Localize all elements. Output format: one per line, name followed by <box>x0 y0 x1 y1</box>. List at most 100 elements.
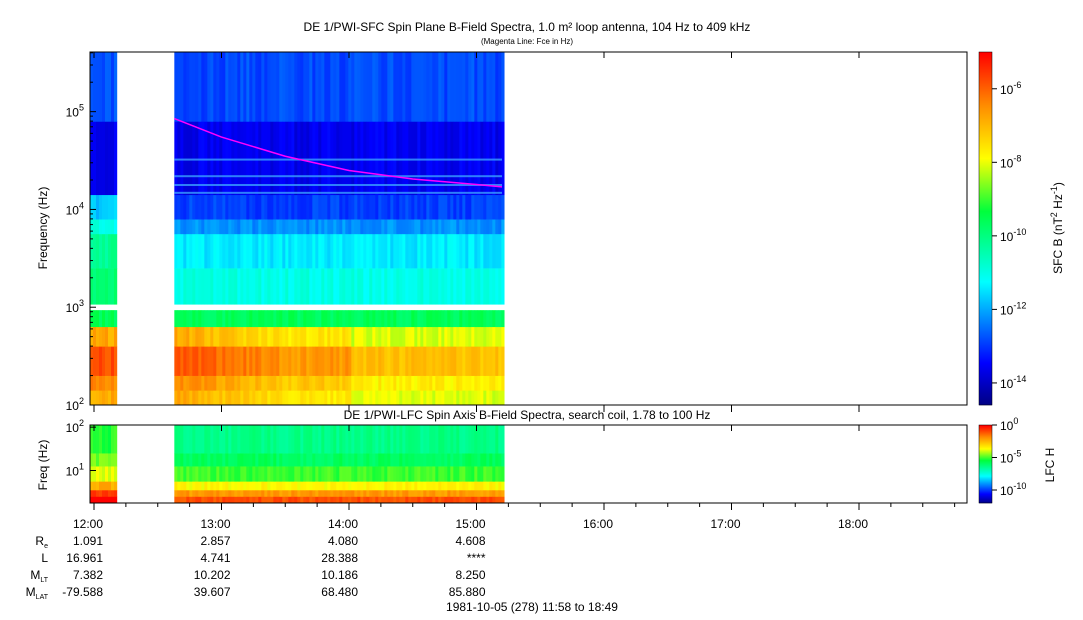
spectrogram-cell <box>489 268 493 305</box>
spectrogram-cell <box>336 375 340 391</box>
lower-colorbar-tick-label: 10-10 <box>1000 481 1026 498</box>
spectrogram-cell <box>462 310 466 328</box>
spectrogram-cell <box>372 268 376 305</box>
spectrogram-cell <box>414 466 418 482</box>
upper-colorbar-gradient <box>979 70 992 72</box>
upper-colorbar-gradient <box>979 321 992 323</box>
spectrogram-cell <box>450 121 454 196</box>
lower-colorbar-gradient <box>979 454 992 456</box>
spectrogram-cell <box>192 346 196 376</box>
spectrogram-cell <box>468 375 472 391</box>
spectrogram-cell <box>321 310 325 328</box>
spectrogram-cell <box>405 425 409 454</box>
spectrogram-cell <box>411 219 415 235</box>
spectrogram-cell <box>330 233 334 269</box>
upper-colorbar-gradient <box>979 226 992 228</box>
spectrogram-cell <box>429 52 433 122</box>
spectrogram-cell <box>204 310 208 328</box>
spectrogram-cell <box>114 375 118 391</box>
upper-colorbar-gradient <box>979 228 992 230</box>
spectrogram-cell <box>345 268 349 305</box>
spectrogram-cell <box>468 326 472 347</box>
spectrogram-cell <box>96 219 100 235</box>
spectrogram-cell <box>321 194 325 220</box>
upper-colorbar-gradient <box>979 292 992 294</box>
upper-colorbar-gradient <box>979 107 992 109</box>
upper-colorbar-gradient <box>979 323 992 325</box>
spectrogram-cell <box>408 346 412 376</box>
spectrogram-cell <box>246 233 250 269</box>
spectrogram-cell <box>375 52 379 122</box>
spectrogram-cell <box>390 310 394 328</box>
spectrogram-cell <box>438 310 442 328</box>
spectrogram-cell <box>213 390 217 406</box>
spectrogram-cell <box>453 219 457 235</box>
spectrogram-cell <box>360 310 364 328</box>
x-tick-label: 12:00 <box>73 517 103 531</box>
spectrogram-cell <box>423 121 427 196</box>
footer-date-range: 1981-10-05 (278) 11:58 to 18:49 <box>446 600 618 614</box>
spectrogram-cell <box>474 268 478 305</box>
spectrogram-cell <box>213 121 217 196</box>
spectrogram-cell <box>309 481 313 491</box>
spectrogram-cell <box>399 121 403 196</box>
spectrogram-cell <box>213 310 217 328</box>
spectrogram-cell <box>438 453 442 467</box>
spectrogram-cell <box>366 121 370 196</box>
spectrogram-cell <box>108 326 112 347</box>
spectrogram-cell <box>468 481 472 491</box>
spectrogram-cell <box>384 425 388 454</box>
spectrogram-cell <box>456 52 460 122</box>
spectrogram-cell <box>378 375 382 391</box>
spectrogram-cell <box>456 194 460 220</box>
spectrogram-cell <box>435 326 439 347</box>
spectrogram-cell <box>336 496 340 504</box>
upper-colorbar-gradient <box>979 150 992 152</box>
spectrogram-cell <box>201 194 205 220</box>
spectrogram-cell <box>216 121 220 196</box>
spectrogram-cell <box>354 390 358 406</box>
spectrogram-cell <box>174 453 178 467</box>
spectrogram-cell <box>240 466 244 482</box>
upper-colorbar-gradient <box>979 158 992 160</box>
lower-colorbar-gradient <box>979 436 992 438</box>
spectrogram-cell <box>423 490 427 497</box>
spectrogram-cell <box>501 375 505 391</box>
upper-colorbar-gradient <box>979 100 992 102</box>
spectrogram-cell <box>261 466 265 482</box>
spectrogram-cell <box>402 390 406 406</box>
spectrogram-cell <box>333 453 337 467</box>
spectrogram-cell <box>282 52 286 122</box>
upper-colorbar-gradient <box>979 302 992 304</box>
upper-colorbar-gradient <box>979 63 992 65</box>
spectrogram-cell <box>234 52 238 122</box>
spectrogram-cell <box>327 121 331 196</box>
upper-colorbar-gradient <box>979 402 992 404</box>
upper-colorbar-gradient <box>979 266 992 268</box>
spectrogram-cell <box>348 194 352 220</box>
spectrogram-cell <box>351 390 355 406</box>
spectrogram-cell <box>228 121 232 196</box>
spectrogram-cell <box>267 194 271 220</box>
spectrogram-cell <box>432 375 436 391</box>
upper-colorbar-gradient <box>979 294 992 296</box>
spectrogram-cell <box>483 346 487 376</box>
spectrogram-cell <box>177 481 181 491</box>
spectrogram-cell <box>102 194 106 220</box>
spectrogram-cell <box>453 121 457 196</box>
spectrogram-cell <box>96 453 100 467</box>
spectrogram-cell <box>207 233 211 269</box>
lower-colorbar-gradient <box>979 442 992 444</box>
spectrogram-cell <box>465 496 469 504</box>
spectrogram-cell <box>321 346 325 376</box>
spectrogram-cell <box>234 219 238 235</box>
spectrogram-cell <box>486 390 490 406</box>
upper-colorbar-gradient <box>979 151 992 153</box>
spectrogram-cell <box>285 194 289 220</box>
spectrogram-cell <box>411 466 415 482</box>
spectrogram-cell <box>231 425 235 454</box>
upper-colorbar-gradient <box>979 273 992 275</box>
upper-colorbar-gradient <box>979 141 992 143</box>
spectrogram-cell <box>327 466 331 482</box>
spectrogram-cell <box>489 453 493 467</box>
